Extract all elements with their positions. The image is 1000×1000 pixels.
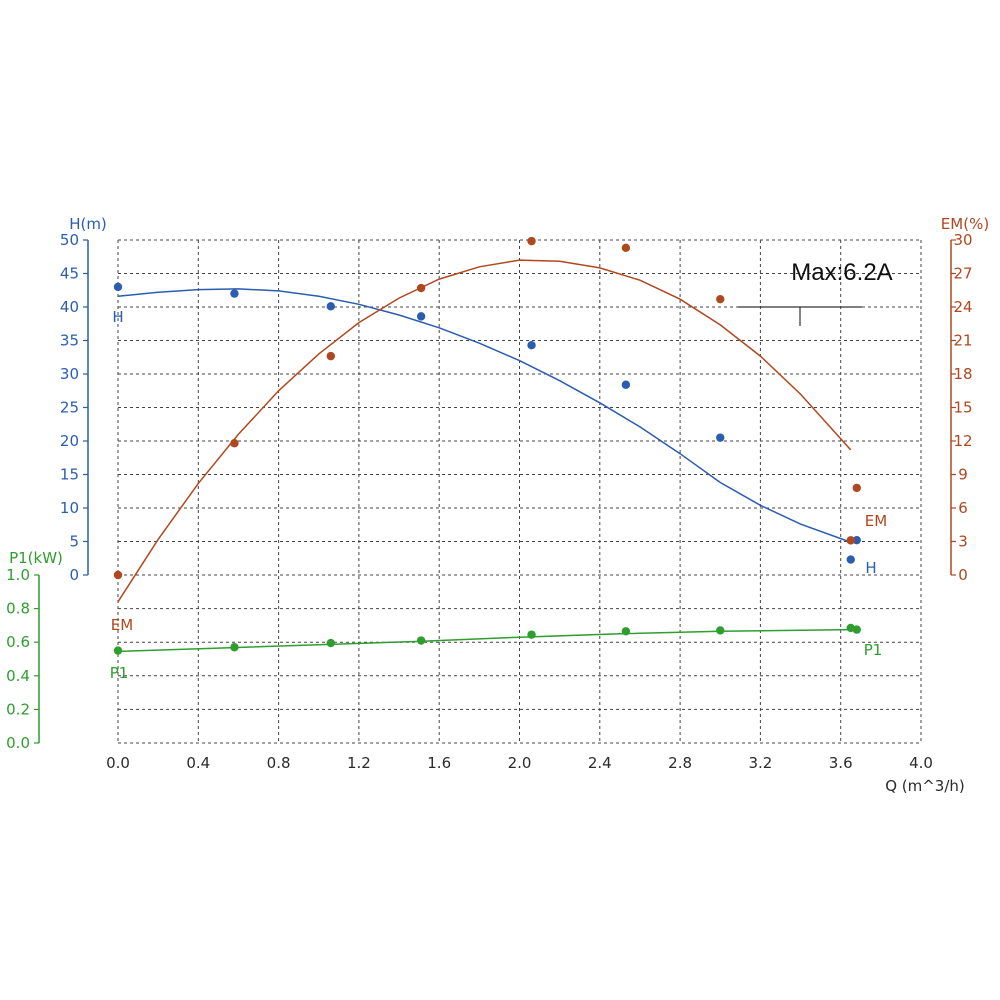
p1-data-point (230, 643, 239, 652)
em-data-point (326, 351, 335, 361)
em-data-point (230, 439, 239, 448)
h-series-label: H (865, 559, 876, 577)
em-tick-label: 18 (953, 365, 972, 383)
p1-data-point (621, 627, 631, 636)
h-fit-curve (117, 288, 849, 543)
p1-data-point (113, 646, 123, 655)
h-tick-label: 35 (60, 332, 79, 350)
h-data-point (852, 535, 861, 545)
fit-curves (117, 259, 852, 653)
h-data-point (621, 380, 631, 389)
em-tick-label: 9 (958, 466, 968, 484)
p1-data-point (527, 630, 536, 639)
x-tick-label: 2.8 (668, 754, 692, 772)
h-tick-label: 20 (60, 432, 79, 450)
h-data-point (527, 340, 536, 350)
h-tick-label: 10 (60, 499, 79, 517)
p1-tick-label: 0.6 (6, 633, 30, 651)
p1-series-label: P1 (864, 641, 883, 659)
p1-axis-title: P1(kW) (9, 549, 63, 567)
h-data-point (326, 302, 335, 311)
x-tick-label: 2.4 (588, 754, 612, 772)
em-data-point (852, 483, 861, 493)
em-data-point (621, 243, 631, 253)
series-labels: H H EM EM P1 P1 (110, 308, 888, 682)
p1-data-point (326, 638, 335, 648)
x-tick-label: 3.2 (748, 754, 772, 772)
h-data-point (716, 433, 725, 442)
h-tick-label: 30 (60, 365, 79, 383)
max-current-annotation: Max:6.2A (738, 259, 893, 326)
x-tick-label: 1.6 (427, 754, 451, 772)
h-tick-label: 5 (69, 533, 79, 551)
h-tick-label: 25 (60, 399, 79, 417)
h-data-point (846, 555, 855, 564)
p1-tick-label: 0.8 (6, 600, 30, 618)
em-data-point (527, 236, 536, 246)
x-tick-label: 0.0 (106, 754, 130, 772)
x-tick-label: 0.4 (186, 754, 210, 772)
em-tick-label: 27 (953, 265, 972, 283)
p1-series-label: P1 (110, 664, 129, 682)
em-data-point (846, 536, 855, 545)
h-axis-title: H(m) (69, 215, 107, 233)
em-tick-label: 24 (953, 298, 972, 316)
h-data-point (416, 312, 426, 321)
x-tick-label: 1.2 (347, 754, 371, 772)
p1-tick-label: 1.0 (6, 566, 30, 584)
em-data-point (416, 283, 426, 293)
em-data-point (113, 570, 123, 580)
p1-tick-label: 0.2 (6, 700, 30, 718)
h-tick-label: 0 (69, 566, 79, 584)
max-current-label: Max:6.2A (791, 259, 892, 286)
p1-fit-curve (117, 628, 851, 653)
em-tick-label: 0 (958, 566, 968, 584)
em-fit-curve (117, 259, 852, 603)
chart-grid (117, 239, 922, 744)
em-axis-title: EM(%) (941, 215, 989, 233)
p1-data-point (852, 625, 861, 634)
x-tick-label: 0.8 (267, 754, 291, 772)
em-series-label: EM (111, 616, 133, 634)
em-data-point (716, 294, 725, 304)
chart-axes (34, 239, 956, 744)
em-tick-label: 12 (953, 432, 972, 450)
h-data-point (113, 282, 123, 292)
em-tick-label: 30 (953, 231, 972, 249)
em-tick-label: 21 (953, 332, 972, 350)
p1-tick-label: 0.0 (6, 734, 30, 752)
p1-data-point (716, 626, 725, 635)
tick-labels: 0 5 10 15 20 25 30 35 40 45 50 0 3 6 9 12 15 18 21 24 27 30 0.… (6, 215, 989, 795)
em-tick-label: 15 (953, 399, 972, 417)
h-tick-label: 50 (60, 231, 79, 249)
p1-tick-label: 0.4 (6, 667, 30, 685)
h-tick-label: 40 (60, 298, 79, 316)
h-tick-label: 45 (60, 265, 79, 283)
x-axis-title: Q (m^3/h) (885, 777, 965, 795)
em-tick-label: 6 (958, 499, 968, 517)
x-tick-label: 4.0 (909, 754, 933, 772)
h-series-label: H (112, 308, 123, 326)
em-tick-label: 3 (958, 533, 968, 551)
p1-data-point (416, 636, 426, 645)
data-points (113, 236, 861, 655)
h-tick-label: 15 (60, 466, 79, 484)
h-data-point (230, 289, 239, 298)
em-series-label: EM (865, 512, 887, 530)
x-tick-label: 2.0 (508, 754, 532, 772)
x-tick-label: 3.6 (829, 754, 853, 772)
